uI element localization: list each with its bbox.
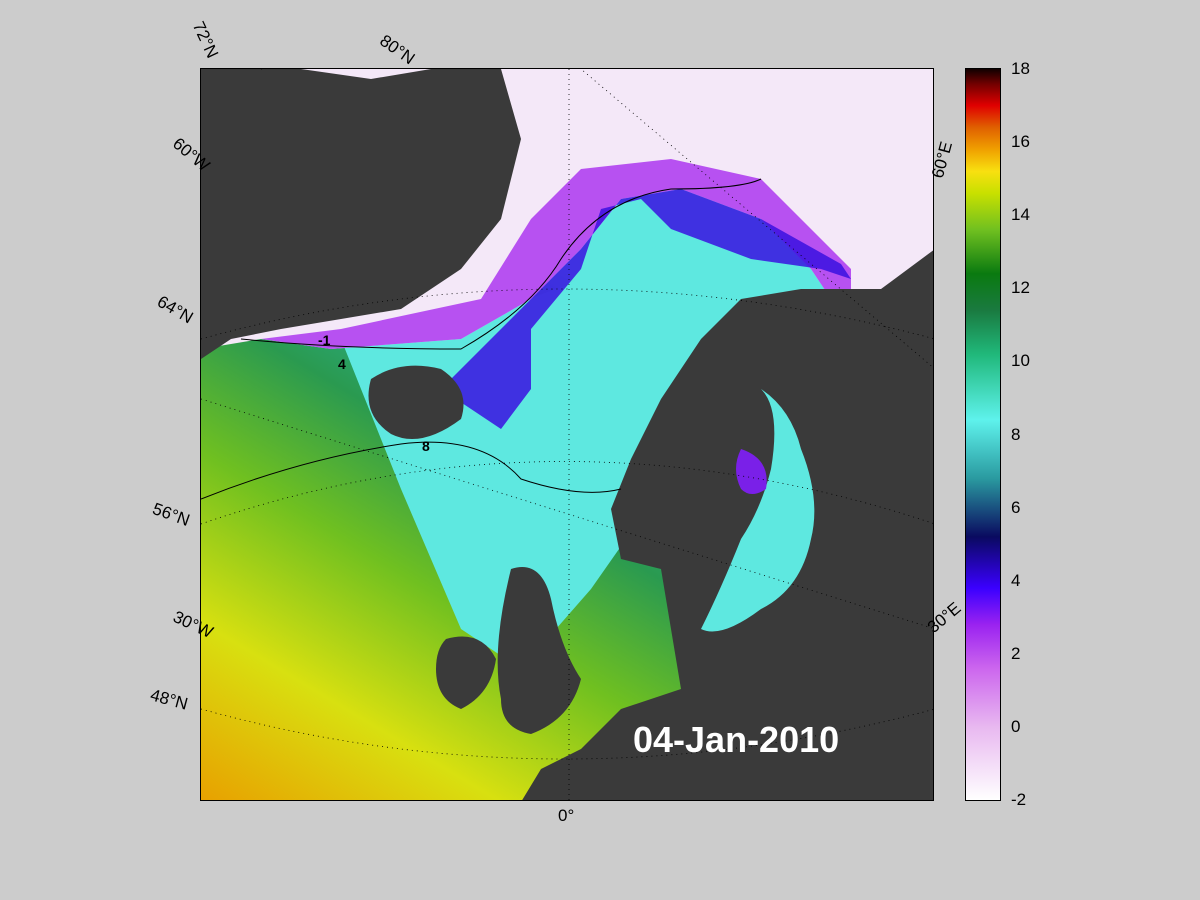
sst-map: 04-Jan-2010 xyxy=(200,68,934,801)
greenland xyxy=(201,69,521,359)
ireland xyxy=(436,636,496,709)
colorbar xyxy=(965,68,1001,801)
cb-tick-16: 16 xyxy=(1011,132,1030,151)
cb-tick-12: 12 xyxy=(1011,278,1030,297)
baltic-sea xyxy=(701,389,815,632)
contour-minus1 xyxy=(240,178,762,350)
cb-tick-18: 18 xyxy=(1011,59,1030,78)
great-britain xyxy=(497,567,581,734)
gulf-of-bothnia xyxy=(736,449,767,494)
contour-label-4: 4 xyxy=(338,356,346,372)
cb-tick-2: 2 xyxy=(1011,644,1021,663)
graticule xyxy=(201,69,933,800)
lat-label-48n: 48°N xyxy=(148,685,190,714)
cb-tick-10: 10 xyxy=(1011,351,1030,370)
cb-tick-4: 4 xyxy=(1011,571,1021,590)
lat-label-72n: 72°N xyxy=(188,18,223,62)
contour-8 xyxy=(201,441,622,500)
lat-label-56n: 56°N xyxy=(150,499,193,530)
map-graphics xyxy=(201,69,933,800)
date-label: 04-Jan-2010 xyxy=(633,719,840,760)
cb-tick-8: 8 xyxy=(1011,425,1021,444)
lon-label-0: 0° xyxy=(558,806,575,825)
cb-tick-14: 14 xyxy=(1011,205,1030,224)
cb-tick-0: 0 xyxy=(1011,717,1021,736)
cold-front xyxy=(441,189,851,429)
lat-label-64n: 64°N xyxy=(154,291,197,328)
contour-label-minus1: -1 xyxy=(318,332,331,348)
ice-edge-zone xyxy=(261,159,851,349)
lat-label-80n: 80°N xyxy=(376,30,419,69)
cb-tick-minus2: -2 xyxy=(1011,790,1027,809)
scandinavia-europe xyxy=(522,250,933,800)
cb-tick-6: 6 xyxy=(1011,498,1021,517)
contour-label-8: 8 xyxy=(422,438,430,454)
iceland xyxy=(368,365,464,439)
